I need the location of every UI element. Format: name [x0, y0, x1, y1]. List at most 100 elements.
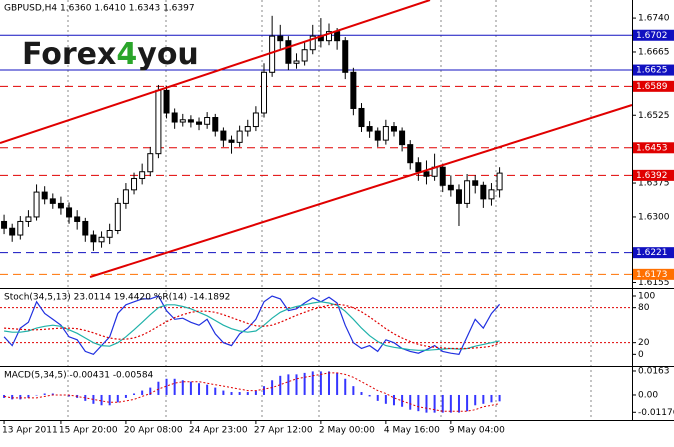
price-level-label: 1.6173 — [636, 270, 668, 280]
histogram-bar — [68, 394, 71, 397]
price-level-label: 1.6221 — [636, 248, 668, 258]
histogram-bar — [376, 394, 379, 401]
candle-body — [447, 184, 454, 191]
y-tick-label: 1.6375 — [638, 179, 670, 189]
histogram-bar — [466, 394, 469, 412]
price-level-tag — [633, 142, 674, 154]
price-level-tag — [633, 80, 674, 92]
histogram-bar — [157, 381, 160, 395]
price-level-tag — [633, 29, 674, 41]
histogram-bar — [417, 394, 420, 412]
x-tick-label: 9 May 04:00 — [449, 426, 505, 436]
histogram-bar — [43, 393, 46, 395]
y-tick-label: 1.6525 — [638, 111, 670, 121]
histogram-bar — [352, 386, 355, 395]
candle-body — [74, 216, 81, 222]
histogram-bar — [19, 394, 22, 400]
candle-body — [415, 162, 422, 173]
candle-body — [496, 172, 503, 191]
y-tick-label: 80 — [638, 303, 650, 313]
price-level-label: 1.6625 — [636, 66, 668, 76]
candle-body — [399, 130, 406, 146]
histogram-bar — [295, 374, 298, 395]
y-tick-label: 1.6665 — [638, 47, 670, 57]
candle-body — [439, 166, 446, 186]
histogram-bar — [490, 394, 493, 403]
candle-body — [163, 89, 170, 114]
y-tick-label: 100 — [638, 292, 655, 302]
histogram-bar — [319, 371, 322, 395]
candle-body — [139, 171, 146, 180]
histogram-bar — [214, 387, 217, 395]
x-tick-label: 24 Apr 23:00 — [189, 426, 248, 436]
candle-body — [196, 121, 203, 125]
candle-body — [179, 119, 186, 123]
y-tick-label: 1.6300 — [638, 212, 670, 222]
candle-body — [114, 202, 121, 232]
candle-body — [33, 191, 40, 218]
candle-body — [25, 216, 32, 222]
candle-body — [57, 202, 64, 209]
candle-body — [358, 107, 365, 128]
x-tick-label: 13 Apr 2011 — [2, 426, 58, 436]
candle-body — [269, 35, 276, 73]
histogram-bar — [173, 378, 176, 395]
histogram-bar — [133, 393, 136, 395]
candle-body — [252, 112, 259, 128]
candle-body — [301, 49, 308, 62]
candle-body — [147, 153, 154, 173]
histogram-bar — [409, 394, 412, 410]
histogram-bar — [181, 380, 184, 395]
histogram-bar — [263, 386, 266, 395]
trend-line — [0, 0, 431, 144]
histogram-bar — [368, 394, 371, 397]
histogram-bar — [11, 394, 14, 400]
logo: Forex4you — [22, 37, 199, 72]
histogram-bar — [3, 394, 6, 398]
candle-body — [374, 130, 381, 141]
indicator-line — [4, 303, 500, 350]
histogram-bar — [449, 394, 452, 413]
candle-body — [455, 189, 462, 204]
histogram-bar — [327, 371, 330, 395]
candle-body — [171, 112, 178, 123]
histogram-bar — [222, 390, 225, 395]
candle-body — [98, 236, 105, 243]
candle-body — [407, 144, 414, 164]
price-level-tag — [633, 64, 674, 76]
panel-header: Stoch(34,5,13) 23.0114 19.4420 %R(14) -1… — [4, 293, 230, 303]
histogram-bar — [124, 394, 127, 398]
histogram-bar — [100, 394, 103, 406]
candle-body — [325, 31, 332, 42]
histogram-bar — [457, 394, 460, 413]
histogram-bar — [474, 394, 477, 406]
candle-body — [66, 207, 73, 218]
candle-body — [131, 178, 138, 191]
candle-body — [285, 40, 292, 64]
candle-body — [244, 126, 251, 132]
candle-body — [261, 71, 268, 114]
candle-body — [204, 117, 211, 125]
candle-body — [41, 191, 48, 200]
histogram-bar — [141, 390, 144, 395]
histogram-bar — [303, 372, 306, 395]
candle-body — [472, 180, 479, 186]
histogram-bar — [108, 394, 111, 406]
x-tick-label: 15 Apr 20:00 — [59, 426, 118, 436]
histogram-bar — [149, 387, 152, 395]
candle-body — [228, 139, 235, 143]
candle-body — [1, 220, 8, 229]
x-tick-label: 4 May 16:00 — [384, 426, 440, 436]
candle-body — [9, 227, 16, 236]
candle-body — [309, 35, 316, 51]
trend-line — [89, 104, 633, 278]
candle-body — [220, 130, 227, 141]
frame — [0, 0, 674, 421]
histogram-bar — [27, 394, 30, 398]
histogram-bar — [51, 393, 54, 395]
y-tick-label: 0 — [638, 350, 644, 360]
y-tick-label: 1.6155 — [638, 278, 670, 288]
candle-body — [236, 130, 243, 143]
price-level-tag — [633, 247, 674, 259]
